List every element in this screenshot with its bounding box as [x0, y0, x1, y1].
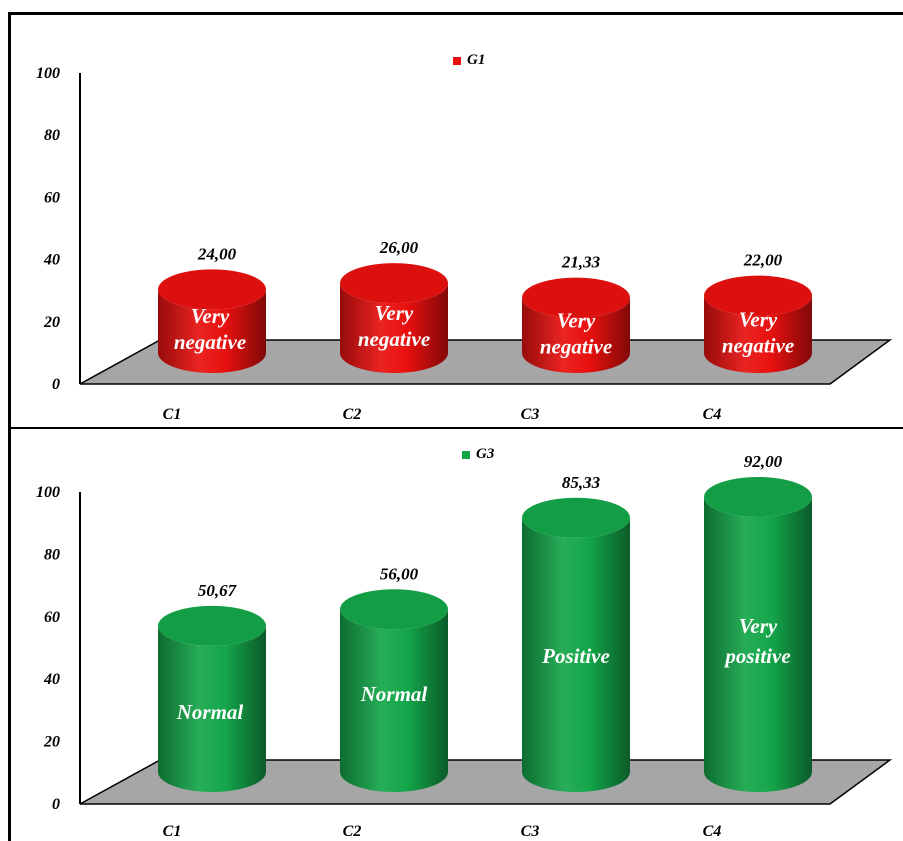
- data-label: 92,00: [744, 452, 783, 471]
- bar-body: [522, 297, 630, 373]
- bar-c2: [340, 263, 448, 373]
- x-tick-label: C4: [703, 823, 722, 840]
- y-tick-label: 80: [44, 546, 60, 563]
- bar-body: [522, 517, 630, 792]
- x-tick-label: C3: [521, 823, 540, 840]
- bar-top: [704, 275, 812, 316]
- bar-c3: [522, 277, 630, 373]
- chart-svg-top: 02040608010024,00VerynegativeC126,00Very…: [36, 65, 893, 423]
- y-tick-label: 100: [36, 65, 60, 82]
- x-tick-label: C1: [163, 823, 182, 840]
- data-label: 21,33: [561, 253, 601, 272]
- bar-top: [522, 277, 630, 318]
- bar-c4: [704, 476, 812, 792]
- y-tick-label: 0: [52, 376, 60, 393]
- x-tick-label: C1: [163, 406, 182, 423]
- bar-body: [704, 496, 812, 792]
- legend: G1: [453, 52, 485, 69]
- y-tick-label: 40: [43, 252, 60, 269]
- bar-top: [704, 476, 812, 517]
- bar-body: [704, 295, 812, 373]
- legend-label: G1: [467, 52, 486, 68]
- x-tick-label: C2: [343, 406, 362, 423]
- bar-label: negative: [174, 330, 246, 354]
- chart-floor: [79, 759, 893, 805]
- chart-panel-top: G1 0 20 40 60 80 100 24,00 Very negative C1 26,00 V…: [8, 12, 903, 429]
- x-tick-label: C3: [521, 406, 540, 423]
- bar-label: negative: [358, 327, 430, 351]
- bar-label: Very: [739, 307, 778, 331]
- frame-left-border: [8, 429, 11, 841]
- bar-body: [158, 289, 266, 373]
- bar-c1: [158, 605, 266, 792]
- bar-label: Very: [375, 301, 414, 325]
- data-label: 56,00: [380, 564, 419, 583]
- bar-label: Normal: [176, 700, 244, 724]
- data-label: 85,33: [562, 473, 601, 492]
- y-tick-label: 60: [44, 189, 60, 206]
- legend-label: G3: [476, 446, 495, 462]
- bar-c2: [340, 589, 448, 792]
- bar-c1: [158, 269, 266, 373]
- bar-c3: [522, 497, 630, 792]
- bar-top: [522, 497, 630, 538]
- bar-label: Normal: [360, 682, 428, 706]
- bar-c4: [704, 275, 812, 373]
- bar-label: Very: [557, 308, 596, 332]
- y-tick-label: 40: [43, 671, 60, 688]
- bar-body: [340, 609, 448, 792]
- bar-top: [340, 589, 448, 630]
- bar-label: Very: [191, 304, 230, 328]
- y-tick-label: 80: [44, 127, 60, 144]
- y-tick-label: 0: [52, 796, 60, 813]
- bar-top: [340, 263, 448, 304]
- bar-body: [158, 625, 266, 792]
- y-tick-label: 100: [36, 484, 60, 501]
- bar-label: negative: [722, 333, 794, 357]
- x-tick-label: C2: [343, 823, 362, 840]
- bar-label: Very: [739, 614, 778, 638]
- data-label: 26,00: [379, 238, 419, 257]
- frame-left-border: [8, 12, 11, 429]
- bar-top: [158, 605, 266, 646]
- chart-floor: [79, 339, 893, 385]
- bar-label: negative: [540, 334, 612, 358]
- bar-label: Positive: [541, 644, 610, 668]
- bar-label: positive: [723, 644, 790, 668]
- data-label: 50,67: [198, 581, 238, 600]
- y-tick-label: 20: [43, 734, 60, 751]
- data-label: 22,00: [743, 251, 783, 270]
- legend: G3: [462, 446, 494, 463]
- legend-swatch: [462, 450, 470, 459]
- bar-top: [158, 269, 266, 310]
- bar-body: [340, 283, 448, 373]
- legend-swatch: [453, 56, 461, 65]
- x-tick-label: C4: [703, 406, 722, 423]
- y-tick-label: 60: [44, 609, 60, 626]
- chart-svg-bottom: 0 20 40 60 80 100 50,67 Normal C1 56,00 Normal C2 85…: [36, 452, 893, 840]
- y-tick-label: 20: [43, 314, 60, 331]
- data-label: 24,00: [197, 244, 237, 263]
- chart-panel-bottom: G3 0 20 40 60 80 100 50,67 Normal C1 56,00 Normal C…: [0, 429, 903, 841]
- frame-top-border: [8, 12, 903, 15]
